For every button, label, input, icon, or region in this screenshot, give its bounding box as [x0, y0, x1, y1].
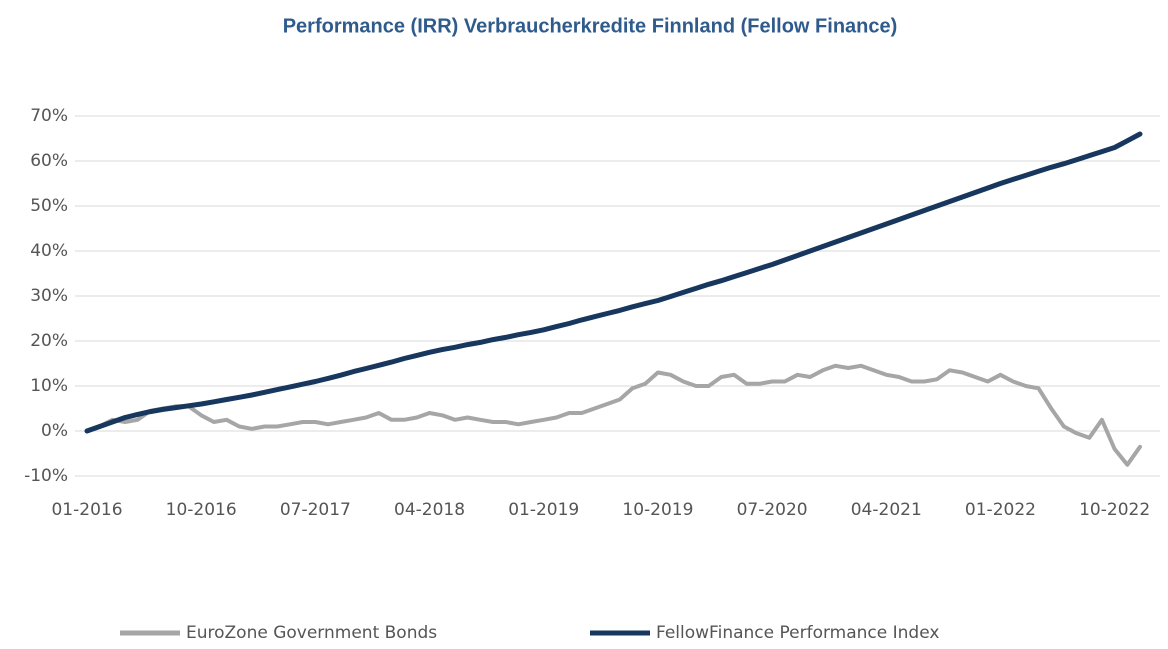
chart-title: Performance (IRR) Verbraucherkredite Fin… [283, 15, 898, 37]
y-tick-label: 30% [30, 286, 68, 306]
legend-label: FellowFinance Performance Index [656, 623, 939, 643]
y-tick-label: 10% [30, 376, 68, 396]
x-tick-label: 01-2016 [51, 500, 122, 520]
grid [75, 115, 1160, 477]
series-line [85, 363, 1142, 467]
series-line [84, 131, 1143, 434]
y-tick-label: 0% [41, 421, 68, 441]
legend-label: EuroZone Government Bonds [186, 623, 437, 643]
y-tick-label: 50% [30, 196, 68, 216]
y-tick-label: -10% [24, 466, 68, 486]
x-tick-label: 04-2018 [394, 500, 465, 520]
x-tick-label: 10-2022 [1079, 500, 1150, 520]
y-tick-label: 20% [30, 331, 68, 351]
labels: -10% 0% 10% 20% 30% 40% 50% 60% 70% 01-2016 10-201… [24, 106, 1150, 643]
y-tick-label: 60% [30, 151, 68, 171]
x-tick-label: 01-2022 [965, 500, 1036, 520]
lines [84, 131, 1143, 467]
x-tick-label: 07-2020 [737, 500, 808, 520]
x-tick-label: 04-2021 [851, 500, 922, 520]
x-tick-label: 10-2016 [166, 500, 237, 520]
y-tick-label: 70% [30, 106, 68, 126]
y-tick-label: 40% [30, 241, 68, 261]
x-tick-label: 07-2017 [280, 500, 351, 520]
x-tick-label: 10-2019 [622, 500, 693, 520]
x-tick-label: 01-2019 [508, 500, 579, 520]
